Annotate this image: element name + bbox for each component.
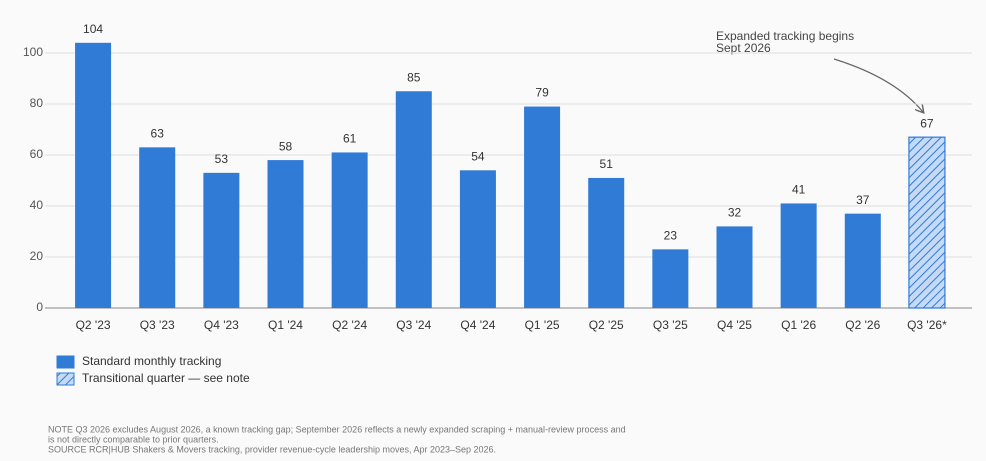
data-label: 51	[600, 157, 614, 171]
bar	[395, 91, 432, 308]
legend-label: Standard monthly tracking	[82, 354, 221, 368]
bar	[75, 42, 112, 309]
bar	[908, 136, 946, 309]
bar	[652, 249, 689, 308]
bar	[267, 160, 304, 308]
y-tick-label: 40	[30, 198, 44, 212]
data-label: 61	[343, 132, 357, 146]
annotation: Sept 2026	[716, 41, 771, 55]
data-label: 67	[920, 116, 934, 130]
y-tick-label: 100	[23, 45, 43, 59]
bar	[524, 106, 561, 308]
data-label: 104	[83, 22, 103, 36]
bar	[139, 147, 176, 308]
x-tick-label: Q4 '23	[204, 318, 239, 332]
data-label: 79	[535, 86, 549, 100]
x-tick-label: Q2 '24	[332, 318, 367, 332]
bar	[716, 226, 753, 308]
y-tick-label: 80	[30, 96, 44, 110]
bar	[780, 203, 817, 308]
note: NOTE Q3 2026 excludes August 2026, a kno…	[48, 424, 626, 434]
source: SOURCE RCR|HUB Shakers & Movers tracking…	[48, 444, 496, 454]
data-label: 85	[407, 70, 421, 84]
x-tick-label: Q2 '23	[76, 318, 111, 332]
note: is not directly comparable to prior quar…	[48, 434, 219, 444]
data-label: 32	[728, 206, 742, 220]
legend-swatch	[56, 355, 75, 369]
data-label: 37	[856, 193, 870, 207]
annotation: Expanded tracking begins	[716, 29, 854, 43]
data-label: 54	[471, 149, 485, 163]
x-tick-label: Q3 '26*	[907, 318, 947, 332]
legend-label: Transitional quarter — see note	[82, 371, 250, 385]
x-tick-label: Q3 '25	[653, 318, 688, 332]
data-label: 23	[664, 229, 678, 243]
x-tick-label: Q3 '23	[140, 318, 175, 332]
data-label: 53	[215, 152, 229, 166]
bar	[844, 213, 881, 308]
x-tick-label: Q4 '24	[460, 318, 495, 332]
data-label: 41	[792, 183, 806, 197]
data-label: 58	[279, 139, 293, 153]
annotation-arrow	[833, 58, 923, 112]
x-tick-label: Q1 '26	[781, 318, 816, 332]
legend-swatch	[56, 372, 75, 386]
x-tick-label: Q2 '26	[845, 318, 880, 332]
x-tick-label: Q4 '25	[717, 318, 752, 332]
bar	[459, 170, 496, 308]
y-tick-label: 60	[30, 147, 44, 161]
bar	[588, 177, 625, 308]
x-tick-label: Q2 '25	[589, 318, 624, 332]
y-tick-label: 20	[30, 249, 44, 263]
x-tick-label: Q1 '25	[525, 318, 560, 332]
bar	[331, 152, 368, 308]
bar	[203, 172, 240, 308]
data-label: 63	[151, 127, 165, 141]
x-tick-label: Q1 '24	[268, 318, 303, 332]
y-tick-label: 0	[36, 300, 43, 314]
x-tick-label: Q3 '24	[396, 318, 431, 332]
